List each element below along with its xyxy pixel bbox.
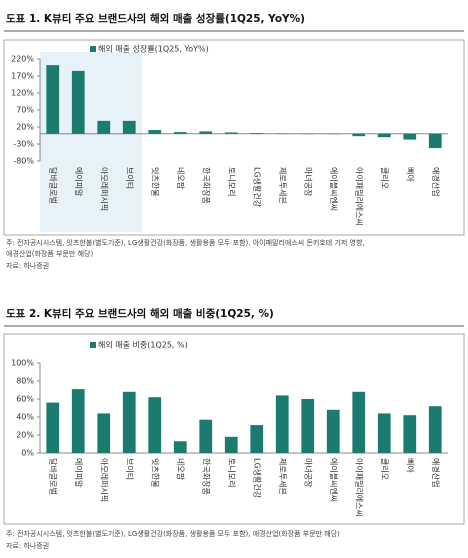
- source: 자료: 하나증권: [6, 261, 49, 270]
- y-tick-label: 80%: [16, 377, 34, 386]
- bar: [428, 406, 442, 453]
- bar: [403, 415, 417, 453]
- bar: [122, 120, 136, 134]
- bar: [275, 395, 289, 453]
- bar: [199, 419, 213, 453]
- bar: [71, 389, 85, 453]
- x-tick-label: 에이피알: [74, 167, 84, 197]
- y-tick-label: 120%: [11, 89, 34, 98]
- x-tick-label: LG생활건강: [252, 458, 262, 499]
- legend-swatch: [90, 46, 96, 52]
- x-tick-label: 브이티: [125, 458, 135, 480]
- x-tick-label: 잇츠한불: [150, 458, 160, 487]
- x-tick-label: 제로투세븐: [278, 167, 287, 204]
- x-tick-label: 마녀공장: [303, 167, 313, 197]
- bar: [173, 441, 187, 453]
- x-tick-label: 브이티: [125, 167, 135, 189]
- note: 주: 전자공시시스템, 잇츠한불(별도기준), LG생활건강(화장품, 생활용품…: [6, 529, 340, 538]
- y-tick-label: 220%: [11, 55, 34, 64]
- bar: [250, 425, 264, 453]
- bar: [97, 120, 111, 134]
- bar: [377, 133, 391, 138]
- legend-label: 해외 매출 성장률(1Q25, YoY%): [98, 44, 209, 54]
- y-tick-label: 60%: [16, 395, 34, 404]
- x-tick-label: 네오팜: [176, 167, 186, 190]
- x-tick-label: 아이패밀리에스씨: [354, 167, 364, 226]
- bar: [250, 133, 264, 134]
- x-tick-label: 클리오: [380, 458, 389, 480]
- x-tick-label: 에이블씨엔씨: [329, 167, 339, 211]
- bar: [148, 397, 162, 453]
- chart-frame: [3, 333, 465, 525]
- x-tick-label: 삐아: [405, 458, 415, 473]
- chart-frame: [3, 39, 465, 236]
- x-tick-label: 마녀공장: [303, 458, 313, 488]
- x-tick-label: 네오팜: [176, 458, 186, 481]
- bar: [122, 391, 136, 453]
- x-tick-label: 애경산업: [431, 458, 441, 487]
- x-tick-label: 애경산업: [431, 167, 441, 196]
- y-tick-label: 20%: [16, 123, 34, 132]
- bar: [199, 131, 213, 134]
- x-tick-label: 토니모리: [227, 458, 237, 487]
- note: 주: 전자공시시스템, 잇츠한불(별도기준), LG생활건강(화장품, 생활용품…: [6, 238, 365, 247]
- bar: [224, 436, 238, 453]
- chart-title: 도표 1. K뷰티 주요 브랜드사의 해외 매출 성장률(1Q25, YoY%): [6, 12, 305, 25]
- bar: [428, 133, 442, 149]
- note: 애경산업(화장품 부문만 해당): [6, 249, 93, 258]
- x-tick-label: 에이피알: [74, 458, 84, 488]
- x-tick-label: 토니모리: [227, 167, 237, 196]
- y-tick-label: 170%: [11, 72, 34, 81]
- x-tick-label: 달바글로벌: [48, 458, 58, 495]
- bar: [71, 70, 85, 134]
- y-tick-label: -80%: [13, 157, 34, 166]
- x-tick-label: 아모레퍼시픽: [99, 167, 109, 211]
- x-tick-label: 클리오: [380, 167, 389, 189]
- legend-label: 해외 매출 비중(1Q25, %): [98, 340, 188, 350]
- bar: [97, 413, 111, 453]
- bar: [224, 132, 238, 134]
- y-tick-label: 0%: [21, 449, 34, 458]
- x-tick-label: 한국화장품: [201, 167, 211, 204]
- y-tick-label: 100%: [11, 359, 34, 368]
- bar: [173, 132, 187, 134]
- bar: [352, 133, 366, 137]
- bar: [326, 409, 340, 453]
- bar: [46, 65, 60, 134]
- x-tick-label: 아모레퍼시픽: [99, 458, 109, 502]
- bar: [148, 130, 162, 134]
- bar: [377, 413, 391, 453]
- x-tick-label: 한국화장품: [201, 458, 211, 495]
- bar: [352, 391, 366, 453]
- x-tick-label: 에이블씨엔씨: [329, 458, 339, 502]
- y-tick-label: -30%: [13, 140, 34, 149]
- bar: [403, 133, 417, 140]
- legend-swatch: [90, 342, 96, 348]
- chart-title: 도표 2. K뷰티 주요 브랜드사의 해외 매출 비중(1Q25, %): [6, 307, 274, 320]
- bar: [46, 402, 60, 453]
- x-tick-label: 달바글로벌: [48, 167, 58, 204]
- x-tick-label: 삐아: [405, 167, 415, 182]
- x-tick-label: LG생활건강: [252, 167, 262, 208]
- source: 자료: 하나증권: [6, 541, 49, 550]
- x-tick-label: 아이패밀리에스씨: [354, 458, 364, 517]
- x-tick-label: 잇츠한불: [150, 167, 160, 196]
- y-tick-label: 70%: [16, 106, 34, 115]
- x-tick-label: 제로투세븐: [278, 458, 287, 495]
- y-tick-label: 40%: [16, 413, 34, 422]
- y-tick-label: 20%: [16, 431, 34, 440]
- bar: [301, 399, 315, 453]
